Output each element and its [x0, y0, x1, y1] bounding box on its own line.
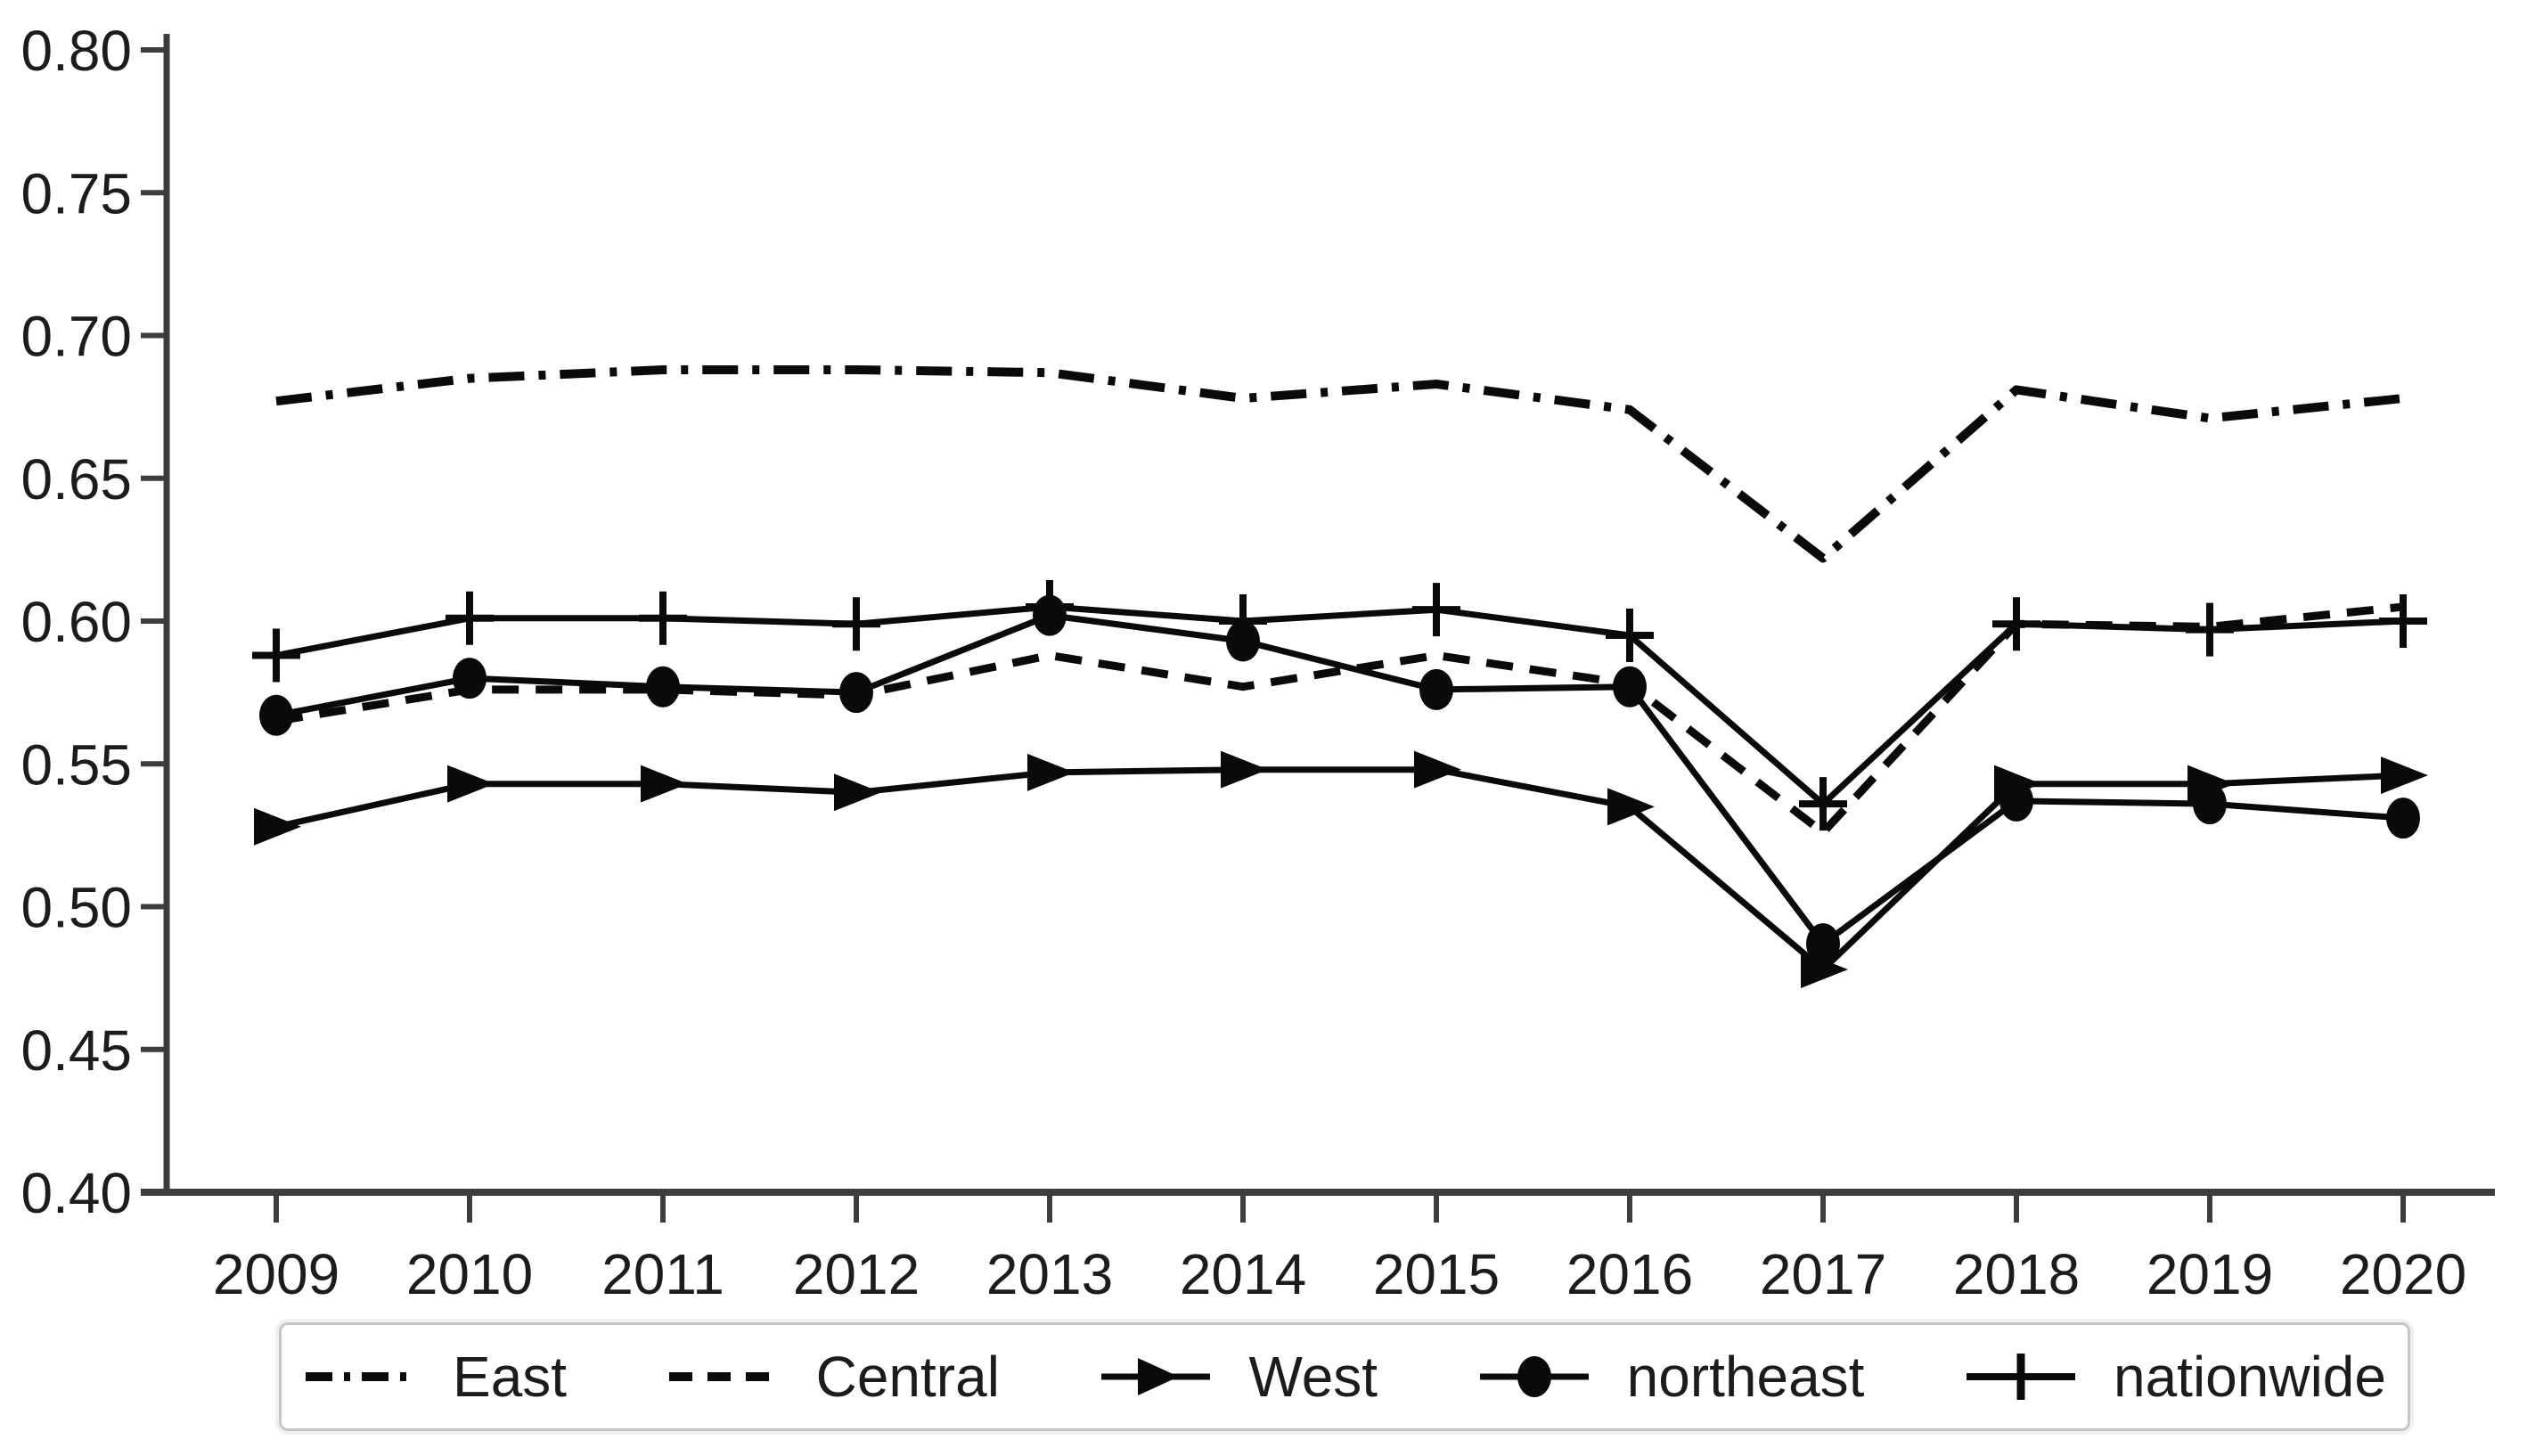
legend-label-central: Central — [815, 1345, 1000, 1409]
marker-triangle-right — [1027, 753, 1075, 791]
x-tick-label: 2017 — [1760, 1242, 1886, 1306]
marker-triangle-right — [254, 807, 301, 846]
circle-glyph — [1517, 1356, 1551, 1397]
x-tick-label: 2009 — [213, 1242, 339, 1306]
x-tick-label: 2019 — [2147, 1242, 2273, 1306]
y-tick-label: 0.60 — [20, 590, 132, 654]
y-tick-label: 0.55 — [20, 732, 132, 797]
marker-triangle-right — [1801, 951, 1848, 989]
x-tick-label: 2020 — [2340, 1242, 2466, 1306]
series-northeast — [259, 594, 2420, 965]
marker-circle — [1613, 666, 1647, 708]
x-tick-label: 2013 — [986, 1242, 1113, 1306]
series-central — [275, 602, 2404, 837]
marker-triangle-right — [1414, 750, 1461, 789]
marker-circle — [453, 658, 487, 699]
legend-item-central: Central — [666, 1348, 1000, 1405]
marker-triangle-right — [834, 773, 881, 812]
triangle-right-glyph — [1138, 1358, 1180, 1395]
y-tick-label: 0.75 — [20, 161, 132, 225]
y-tick-label: 0.80 — [20, 19, 132, 83]
legend-label-northeast: northeast — [1626, 1345, 1865, 1409]
legend-item-nationwide: nationwide — [1964, 1348, 2386, 1405]
marker-circle — [1999, 780, 2033, 822]
marker-circle — [646, 666, 680, 708]
axes — [141, 34, 2495, 1196]
legend-label-west: West — [1248, 1345, 1378, 1409]
marker-circle — [1806, 923, 1840, 965]
x-tick-label: 2014 — [1180, 1242, 1306, 1306]
legend-item-west: West — [1099, 1348, 1378, 1405]
legend-item-northeast: northeast — [1477, 1345, 1865, 1409]
marker-circle — [2386, 798, 2420, 839]
marker-triangle-right — [641, 765, 688, 803]
series-west — [254, 750, 2428, 989]
series-northeast-line — [275, 612, 2404, 947]
series-nationwide — [252, 579, 2427, 831]
y-tick-label: 0.45 — [20, 1018, 132, 1083]
x-tick-label: 2018 — [1953, 1242, 2080, 1306]
y-axis-ticks: 0.40 0.45 0.50 0.55 0.60 0.65 0.70 0.75 0.80 — [20, 19, 167, 1225]
x-tick-label: 2016 — [1566, 1242, 1693, 1306]
x-tick-label: 2012 — [793, 1242, 920, 1306]
y-tick-label: 0.70 — [20, 305, 132, 369]
marker-circle — [839, 672, 873, 714]
marker-triangle-right — [2381, 757, 2428, 795]
dashed-line-icon — [668, 1372, 778, 1381]
x-tick-label: 2010 — [406, 1242, 533, 1306]
x-tick-label: 2015 — [1373, 1242, 1500, 1306]
legend-label-east: East — [453, 1345, 568, 1409]
marker-triangle-right — [1221, 750, 1268, 789]
plus-icon — [1966, 1354, 2075, 1400]
series-central-line — [275, 602, 2404, 837]
series-nationwide-line — [275, 603, 2404, 807]
legend-label-nationwide: nationwide — [2113, 1345, 2386, 1409]
legend-item-east: East — [303, 1348, 567, 1405]
series-east — [275, 365, 2404, 563]
marker-circle — [259, 694, 293, 736]
legend: East Central West northeast — [279, 1322, 2410, 1431]
triangle-right-icon — [1101, 1358, 1211, 1395]
marker-circle — [1419, 668, 1453, 710]
x-tick-label: 2011 — [601, 1242, 724, 1306]
series-east-line — [275, 365, 2404, 563]
circle-icon — [1479, 1356, 1589, 1397]
y-tick-label: 0.40 — [20, 1161, 132, 1225]
marker-circle — [2193, 783, 2227, 825]
y-tick-label: 0.65 — [20, 447, 132, 511]
marker-triangle-right — [447, 765, 495, 803]
marker-triangle-right — [1607, 788, 1655, 826]
dash-dot-line-icon — [306, 1372, 414, 1381]
series-west-line — [275, 766, 2404, 973]
x-axis-ticks: 2009 2010 2011 2012 2013 2014 2015 2016 2017 2018… — [213, 1192, 2466, 1306]
y-tick-label: 0.50 — [20, 876, 132, 940]
